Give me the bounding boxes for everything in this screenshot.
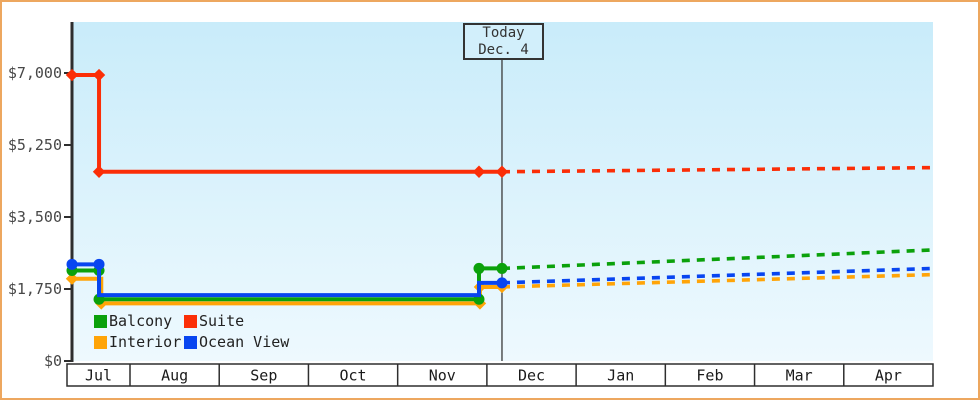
series-suite-projection-line bbox=[501, 165, 934, 174]
legend-item-balcony: Balcony bbox=[94, 312, 184, 330]
month-label-dec: Dec bbox=[518, 367, 545, 385]
month-label-jan: Jan bbox=[607, 367, 634, 385]
series-ocean-view-point[interactable] bbox=[93, 258, 105, 270]
series-ocean-view-point[interactable] bbox=[66, 258, 78, 270]
series-interior-point[interactable] bbox=[65, 272, 79, 285]
month-label-feb: Feb bbox=[696, 367, 723, 385]
today-marker-box: Today Dec. 4 bbox=[463, 23, 544, 60]
month-label-aug: Aug bbox=[161, 367, 188, 385]
legend-item-interior: Interior bbox=[94, 333, 184, 351]
month-label-jul: Jul bbox=[85, 367, 112, 385]
series-suite-line bbox=[72, 73, 502, 174]
legend-label: Ocean View bbox=[199, 333, 290, 351]
month-label-apr: Apr bbox=[875, 367, 902, 385]
series-interior-projection-line bbox=[501, 272, 934, 289]
y-axis-tick-label: $5,250 bbox=[8, 136, 62, 154]
suite-swatch-icon bbox=[184, 314, 197, 328]
ocean-view-swatch-icon bbox=[184, 335, 197, 349]
month-label-nov: Nov bbox=[429, 367, 456, 385]
legend-label: Suite bbox=[199, 312, 245, 330]
interior-swatch-icon bbox=[94, 335, 107, 349]
series-suite-point[interactable] bbox=[495, 165, 509, 178]
series-balcony-projection-line bbox=[501, 248, 934, 271]
legend-label: Balcony bbox=[109, 312, 173, 330]
y-axis-tick-label: $3,500 bbox=[8, 208, 62, 226]
legend-item-ocean-view: Ocean View bbox=[184, 333, 290, 351]
balcony-swatch-icon bbox=[94, 314, 107, 328]
today-label: Today bbox=[482, 24, 525, 41]
series-suite-point[interactable] bbox=[92, 68, 106, 82]
legend-label: Interior bbox=[109, 333, 182, 351]
y-axis-tick-label: $1,750 bbox=[8, 280, 62, 298]
today-date: Dec. 4 bbox=[478, 41, 529, 58]
series-ocean-view-projection-line bbox=[501, 266, 934, 285]
series-suite-point[interactable] bbox=[92, 165, 106, 178]
y-axis-tick-label: $0 bbox=[44, 352, 62, 370]
series-balcony-point[interactable] bbox=[496, 262, 508, 274]
chart-legend: Balcony Suite Interior Ocean View bbox=[94, 312, 290, 351]
legend-item-suite: Suite bbox=[184, 312, 289, 330]
series-balcony-point[interactable] bbox=[473, 262, 485, 274]
month-label-oct: Oct bbox=[340, 367, 367, 385]
series-suite-point[interactable] bbox=[472, 165, 486, 178]
series-suite-point[interactable] bbox=[65, 68, 79, 82]
y-axis-tick-label: $7,000 bbox=[8, 64, 62, 82]
month-label-mar: Mar bbox=[786, 367, 813, 385]
series-ocean-view-point[interactable] bbox=[496, 277, 508, 289]
month-strip bbox=[66, 363, 934, 387]
month-label-sep: Sep bbox=[250, 367, 277, 385]
